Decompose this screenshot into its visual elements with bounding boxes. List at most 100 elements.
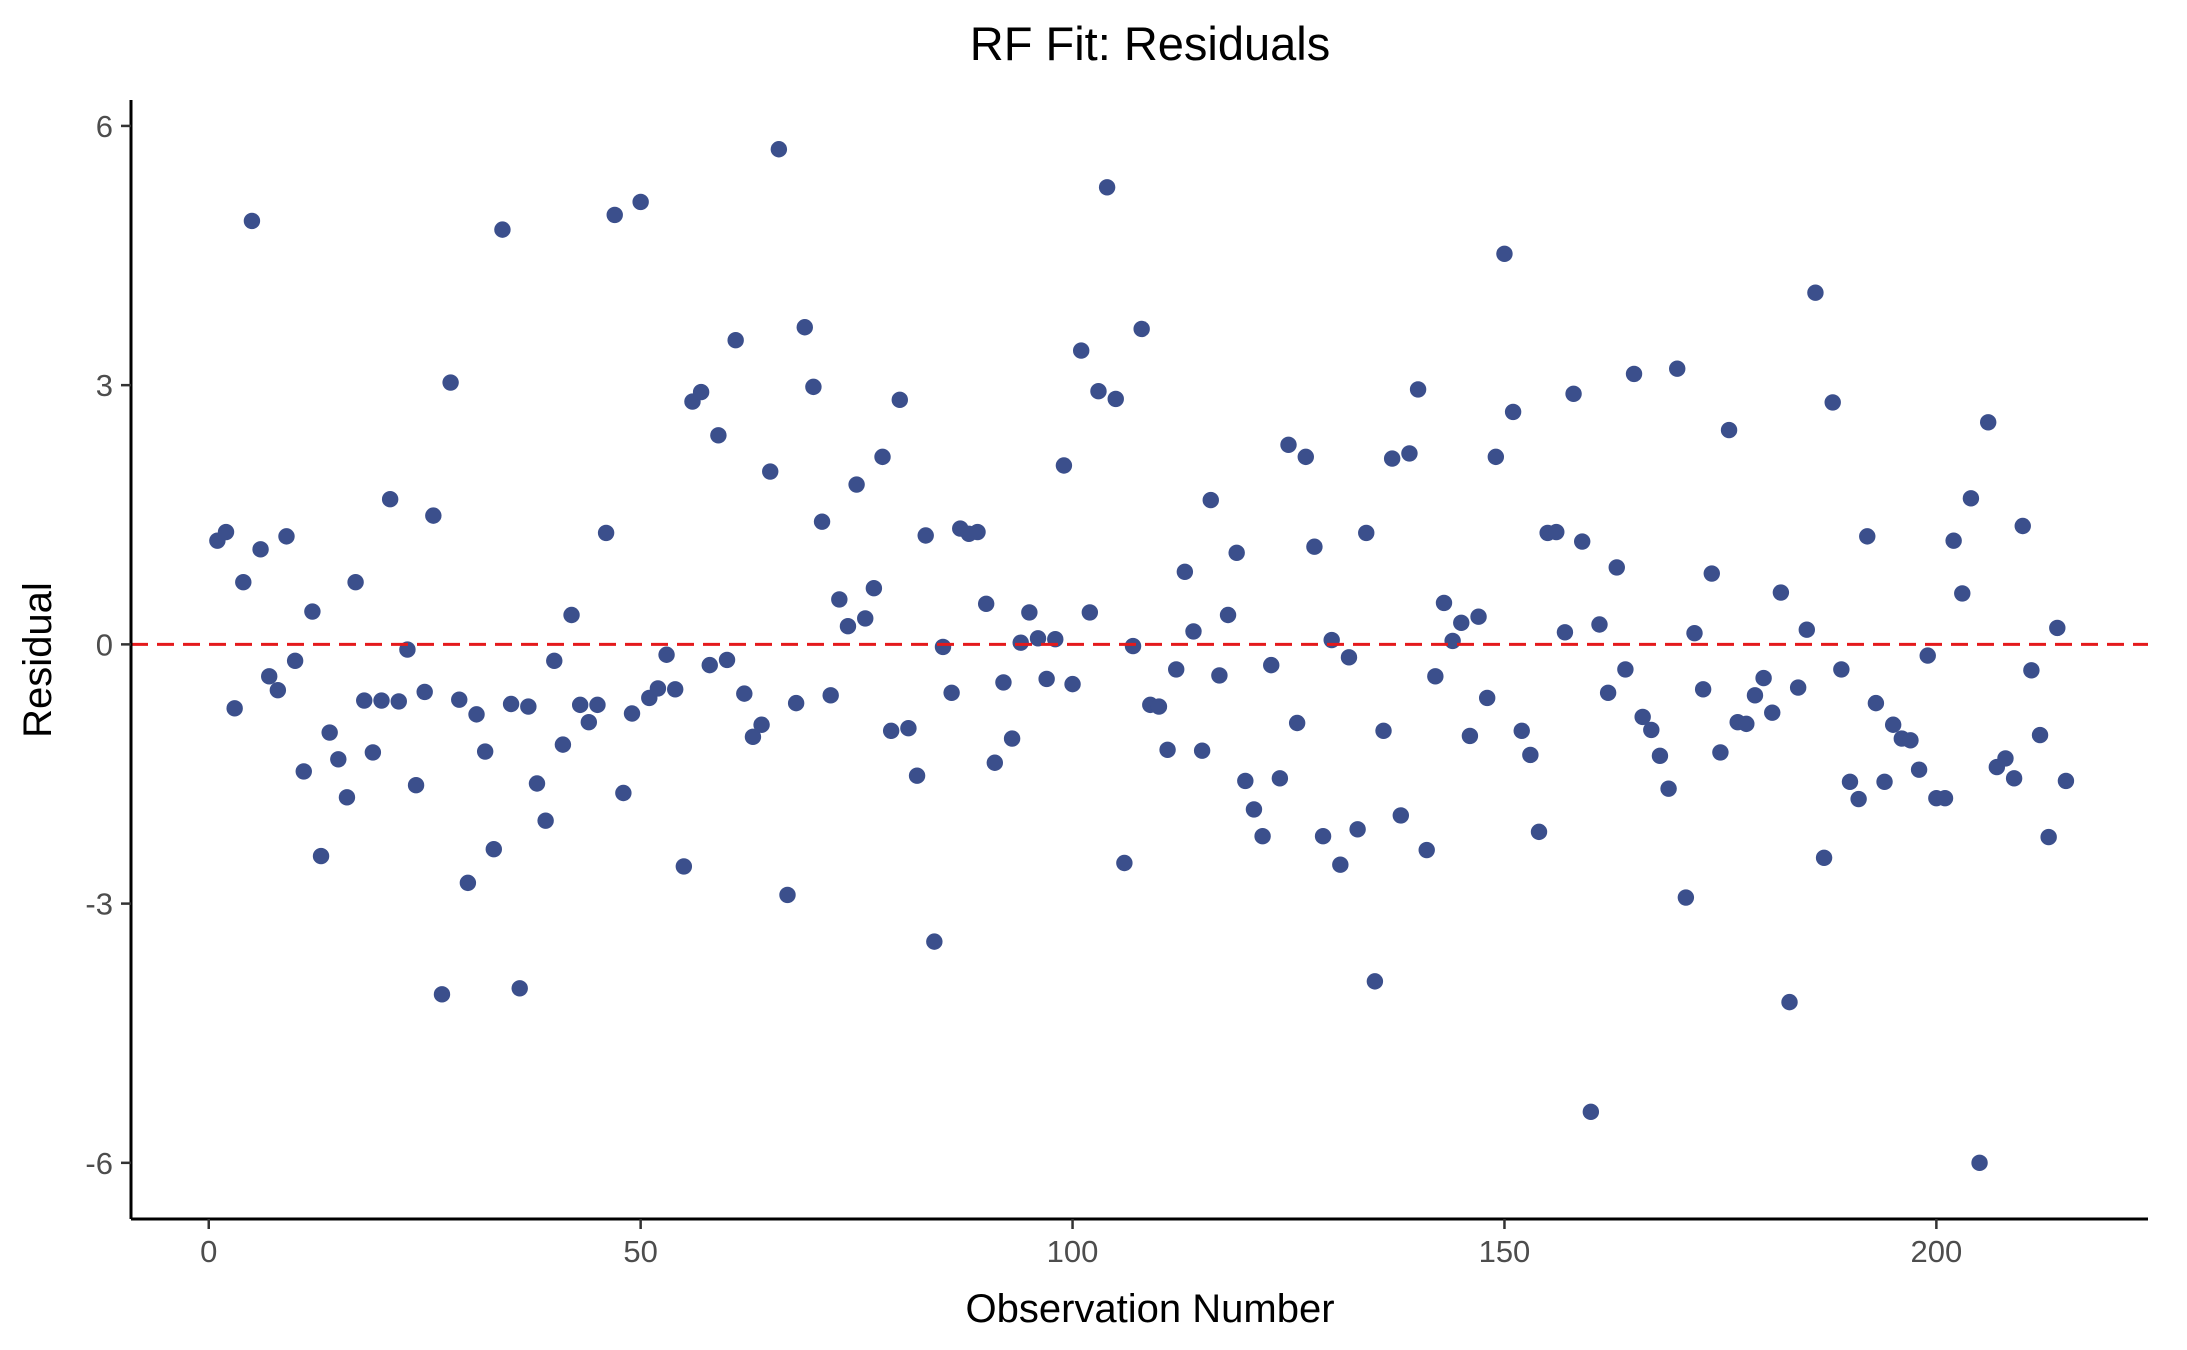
data-point — [1081, 604, 1099, 621]
data-point — [1962, 490, 1980, 507]
data-point — [1556, 624, 1574, 641]
data-point — [1297, 448, 1314, 466]
data-point — [1254, 828, 1271, 845]
data-point — [459, 874, 477, 892]
data-point — [900, 719, 917, 737]
data-point — [226, 700, 243, 717]
data-point — [511, 980, 528, 997]
data-point — [1608, 559, 1625, 576]
data-point — [1314, 828, 1332, 845]
data-point — [269, 681, 287, 699]
data-point — [597, 524, 615, 542]
data-point — [520, 698, 537, 715]
data-point — [943, 684, 960, 701]
data-point — [330, 751, 347, 768]
data-point — [502, 695, 520, 713]
data-point — [476, 743, 494, 760]
data-point — [1271, 770, 1289, 787]
y-axis-ticks: -6 -3 0 3 6 — [85, 109, 131, 1181]
data-point — [1012, 634, 1029, 651]
data-point — [865, 580, 883, 597]
data-point — [1461, 727, 1479, 745]
y-tick-label: -3 — [85, 887, 113, 922]
data-point — [770, 141, 788, 158]
data-point — [1574, 533, 1591, 550]
data-point — [1815, 849, 1833, 867]
data-point — [1418, 841, 1435, 859]
data-point — [1496, 245, 1513, 263]
data-point — [1746, 687, 1764, 704]
data-point — [1038, 670, 1055, 688]
y-tick-label: -6 — [85, 1146, 113, 1181]
data-point — [1090, 382, 1107, 400]
data-point — [304, 603, 321, 620]
data-point — [1219, 606, 1237, 624]
data-point — [891, 391, 908, 409]
data-point — [1332, 856, 1349, 873]
data-point — [926, 933, 943, 950]
x-tick-label: 200 — [1910, 1234, 1962, 1269]
data-point — [882, 722, 900, 739]
data-point — [425, 507, 442, 524]
data-point — [1107, 390, 1124, 408]
data-point — [1833, 661, 1850, 678]
data-point — [494, 221, 511, 238]
data-point — [1781, 993, 1798, 1011]
data-point — [1340, 649, 1358, 666]
y-tick-label: 6 — [96, 109, 113, 144]
data-point — [615, 784, 632, 802]
data-point — [1867, 694, 1885, 712]
x-axis-ticks: 0 50 100 150 200 — [200, 1219, 1962, 1269]
data-point — [217, 523, 235, 541]
data-point — [1349, 821, 1366, 838]
data-point — [1021, 604, 1038, 621]
data-point — [1617, 661, 1634, 678]
data-point — [1522, 746, 1539, 764]
data-point — [1712, 744, 1729, 761]
data-point — [718, 651, 736, 669]
data-point — [1686, 624, 1703, 642]
data-point — [1660, 780, 1677, 797]
data-point — [442, 374, 459, 391]
data-point — [1548, 523, 1565, 541]
data-point — [1245, 801, 1263, 818]
data-point — [261, 668, 278, 685]
data-point — [2049, 619, 2066, 637]
data-point — [632, 193, 649, 211]
data-point — [1677, 889, 1695, 906]
data-point — [848, 476, 865, 493]
data-point — [675, 858, 693, 875]
data-point — [381, 491, 399, 508]
data-point — [779, 886, 796, 904]
data-point — [787, 694, 805, 712]
data-point — [649, 680, 667, 697]
data-point — [1764, 704, 1781, 721]
data-point — [1237, 772, 1254, 790]
data-point — [554, 736, 572, 753]
data-point — [1979, 414, 1997, 431]
data-point — [1427, 668, 1444, 685]
data-point — [1072, 342, 1090, 359]
data-point — [701, 656, 718, 674]
data-point — [710, 427, 727, 444]
x-axis-label: Observation Number — [965, 1287, 1334, 1331]
data-point — [433, 986, 451, 1003]
data-point — [1064, 675, 1081, 693]
data-point — [1513, 722, 1530, 739]
data-point — [1383, 450, 1401, 467]
data-point — [762, 463, 779, 480]
data-point — [1945, 532, 1962, 549]
data-point — [1202, 491, 1219, 509]
data-point — [1116, 854, 1133, 872]
data-point — [1168, 661, 1185, 678]
data-point — [1487, 448, 1505, 466]
points-layer — [209, 141, 2075, 1172]
data-point — [1392, 807, 1410, 824]
data-point — [1824, 394, 1841, 411]
data-point — [658, 646, 675, 663]
data-point — [1470, 608, 1487, 625]
data-point — [1435, 594, 1453, 612]
data-point — [1159, 741, 1176, 758]
data-point — [1651, 747, 1669, 765]
